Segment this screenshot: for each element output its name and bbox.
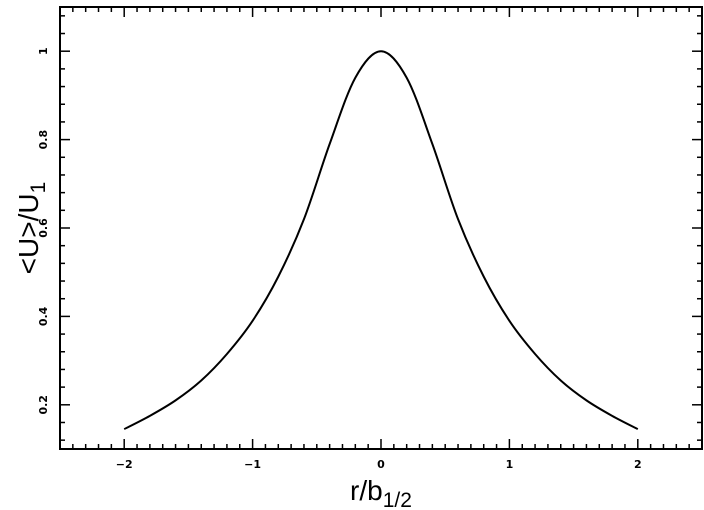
tick-labels: −2 −1 0 1 2 0.2 0.4 0.6 0.8 1 xyxy=(37,47,642,471)
y-axis-title: <U>/U1 xyxy=(13,182,50,275)
x-tick-label: −2 xyxy=(116,458,133,471)
plot-frame xyxy=(59,6,703,450)
series-line xyxy=(123,50,639,430)
x-tick-label: 1 xyxy=(506,458,514,471)
y-tick-label: 0.8 xyxy=(37,130,50,150)
x-tick-label: 0 xyxy=(377,458,385,471)
x-tick-label: 2 xyxy=(634,458,642,471)
x-tick-label: −1 xyxy=(244,458,261,471)
ticks xyxy=(59,7,703,449)
y-tick-label: 1 xyxy=(37,47,50,55)
x-axis-title-sub: 1/2 xyxy=(383,489,412,510)
y-tick-label: 0.4 xyxy=(37,306,50,326)
x-axis-title: r/b1/2 xyxy=(350,475,412,510)
y-tick-label: 0.2 xyxy=(37,395,50,415)
y-axis-title-base: <U>/U xyxy=(13,193,44,274)
x-axis-title-base: r/b xyxy=(350,475,383,506)
y-axis-title-sub: 1 xyxy=(27,182,50,194)
y-tick-label: 0.6 xyxy=(37,218,50,238)
